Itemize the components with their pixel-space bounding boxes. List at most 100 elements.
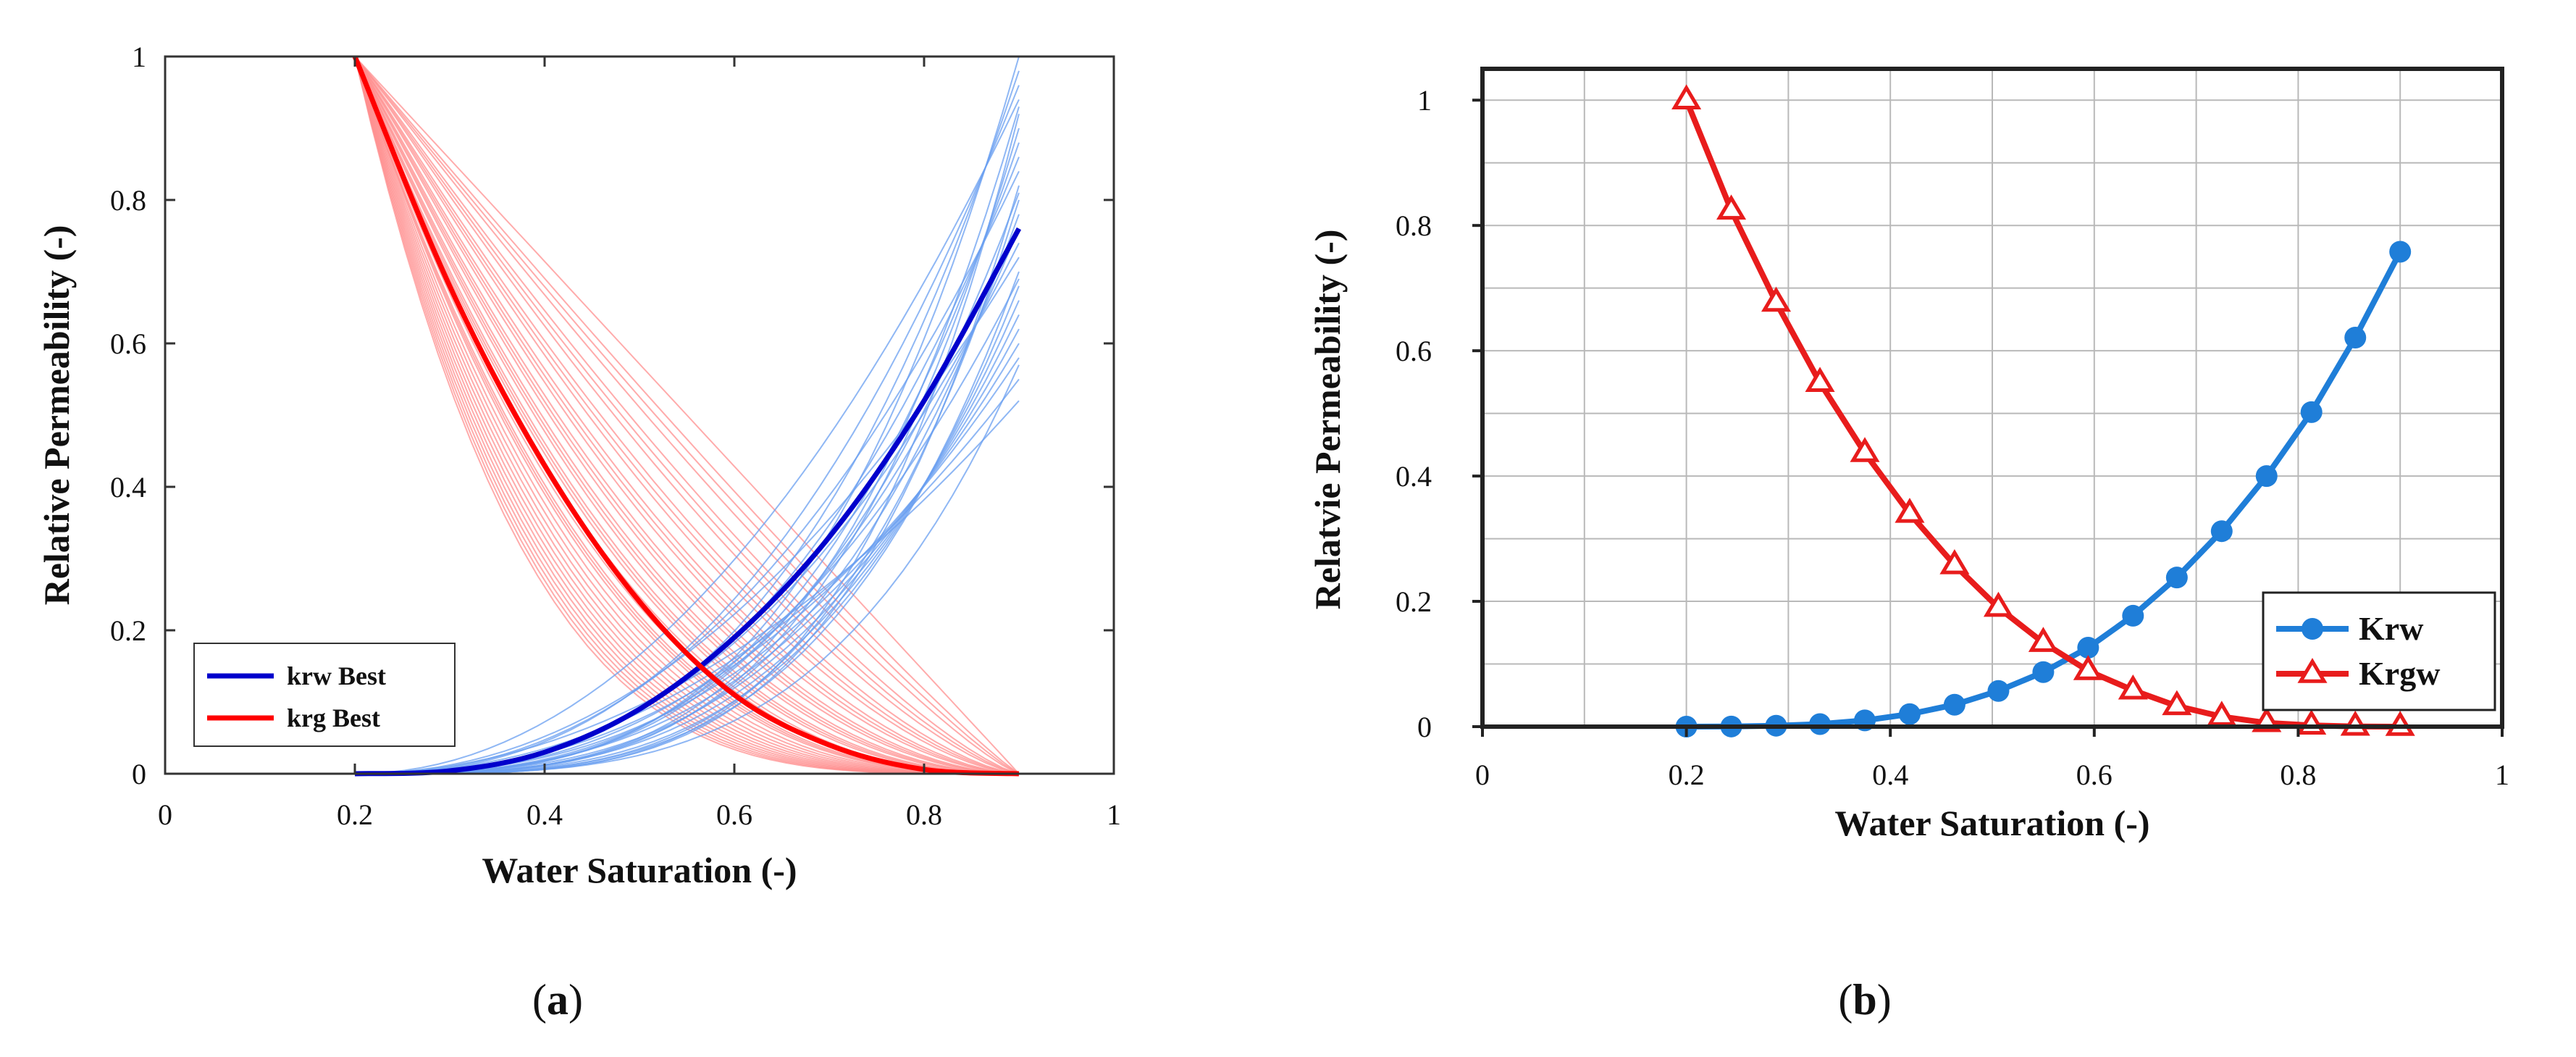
chart-b: 0 0.2 0.4 0.6 0.8 1 0 0.2 0.4 0.6 0.8 1 Water Satur… (1307, 67, 2509, 843)
legend-box-a (193, 643, 456, 747)
plot-area-a (164, 55, 1115, 775)
krgw-point (2385, 711, 2415, 736)
legend-marker-krgw (2297, 658, 2328, 683)
x-axis-title-b: Water Saturation (-) (1834, 803, 2149, 843)
legend-b: Krw Krgw (2262, 591, 2496, 711)
x-tick-label-a: 0.4 (526, 798, 563, 831)
krg-ensemble-curve (354, 56, 1020, 774)
krg-ensemble-curve (354, 56, 1020, 774)
krw-best-line (354, 227, 1022, 777)
krw-point (2300, 401, 2323, 423)
chart-a: 0 0.2 0.4 0.6 0.8 1 0 0.2 0.4 0.6 0.8 1 Water Satur… (36, 41, 1121, 890)
krg-ensemble-curve (354, 56, 1020, 774)
krgw-point (2028, 627, 2058, 652)
krg-ensemble-curve (354, 56, 1020, 774)
y-tick-label-b: 0.6 (1396, 335, 1432, 367)
legend-label-a: krw Best (287, 661, 386, 690)
legend-label-b: Krw (2359, 610, 2423, 647)
krw-point (2210, 520, 2233, 543)
x-tick-label-b: 0.4 (1872, 759, 1908, 791)
x-tick-label-a: 0.8 (906, 798, 942, 831)
krgw-point (1939, 548, 1970, 575)
krg-ensemble-curve (354, 56, 1020, 774)
krg-ensemble-curve (354, 56, 1020, 774)
y-tick-label-a: 0.8 (110, 184, 146, 217)
krg-ensemble-curve (354, 56, 1020, 774)
panel-letter-a: a (547, 976, 569, 1024)
y-tick-label-a: 0.4 (110, 471, 146, 504)
legend-label-b: Krgw (2359, 655, 2440, 692)
krg-ensemble-curve (354, 56, 1020, 774)
krgw-point (1761, 286, 1792, 312)
krgw-point (1671, 84, 1702, 109)
panel-label-a: (a) (532, 976, 583, 1024)
krg-best-line (352, 55, 1020, 777)
ticks-b: 0 0.2 0.4 0.6 0.8 1 0 0.2 0.4 0.6 0.8 1 (1396, 84, 2509, 791)
x-tick-label-b: 0.8 (2280, 759, 2316, 791)
krg-ensemble-curve (354, 56, 1020, 774)
y-tick-label-a: 0 (132, 758, 146, 790)
krw-ensemble-curve (354, 85, 1020, 774)
x-tick-label-b: 1 (2495, 759, 2509, 791)
legend-label-a: krg Best (287, 703, 380, 732)
panel-label-b: (b) (1838, 976, 1891, 1024)
x-axis-title-a: Water Saturation (-) (482, 850, 797, 890)
y-tick-label-a: 0.6 (110, 327, 146, 360)
krgw-point (1895, 498, 1925, 523)
krw-point (2344, 326, 2367, 348)
krg-ensemble-curve (354, 56, 1020, 774)
krw-point (2077, 637, 2099, 659)
y-axis-title-a: Relative Permeability (-) (36, 225, 77, 606)
krg-ensemble-curve (354, 56, 1020, 774)
krg-ensemble-curve (354, 56, 1020, 774)
krg-ensemble-curve (354, 56, 1020, 774)
krw-ensemble-curve (355, 106, 1020, 774)
krg-ensemble-curve (354, 56, 1020, 774)
legend-marker-krw (2302, 618, 2323, 640)
y-tick-label-b: 0.2 (1396, 585, 1432, 618)
krw-point (2032, 661, 2055, 683)
krg-ensemble-curve (354, 56, 1020, 774)
krw-point (2122, 604, 2144, 627)
krgw-point (2118, 674, 2148, 700)
krgw-point (2207, 701, 2237, 726)
krgw-point (2162, 690, 2192, 716)
x-tick-label-a: 0.6 (716, 798, 752, 831)
krgw-point (1716, 194, 1747, 220)
krgw-point (2073, 655, 2103, 680)
krg-ensemble-curve (354, 56, 1020, 774)
best-fit-curves (352, 55, 1022, 777)
legend-a: krw Best krg Best (193, 643, 456, 747)
y-tick-label-b: 0.8 (1396, 209, 1432, 242)
krw-point (1987, 680, 2010, 702)
y-axis-title-b: Relatvie Permeability (-) (1307, 230, 1348, 610)
krw-point (1898, 703, 1921, 725)
krgw-point (2340, 710, 2370, 736)
x-tick-label-b: 0.2 (1669, 759, 1705, 791)
x-tick-label-b: 0 (1475, 759, 1490, 791)
krg-ensemble-curve (354, 56, 1020, 774)
krgw-point (1983, 591, 2013, 617)
krw-ensemble-curve (354, 99, 1020, 774)
legend-box-b (2262, 591, 2496, 711)
x-tick-label-a: 0.2 (337, 798, 373, 831)
x-tick-label-b: 0.6 (2076, 759, 2113, 791)
y-tick-label-b: 0.4 (1396, 460, 1432, 493)
krgw-point (1805, 367, 1835, 392)
krg-ensemble-curve (354, 56, 1020, 774)
y-tick-label-b: 1 (1417, 84, 1432, 117)
krw-point (1809, 713, 1832, 735)
krw-point (2389, 241, 2412, 263)
krgw-point (1850, 437, 1880, 462)
ticks-a: 0 0.2 0.4 0.6 0.8 1 0 0.2 0.4 0.6 0.8 1 (110, 41, 1121, 831)
krg-ensemble-curve (354, 56, 1020, 774)
krw-point (1943, 693, 1965, 716)
y-tick-label-b: 0 (1417, 711, 1432, 743)
krw-point (2255, 465, 2278, 488)
x-tick-label-a: 1 (1107, 798, 1121, 831)
x-tick-label-a: 0 (158, 798, 172, 831)
plot-area-b (1480, 67, 2504, 729)
y-tick-label-a: 1 (132, 41, 146, 73)
krg-ensemble-curve (354, 56, 1020, 774)
